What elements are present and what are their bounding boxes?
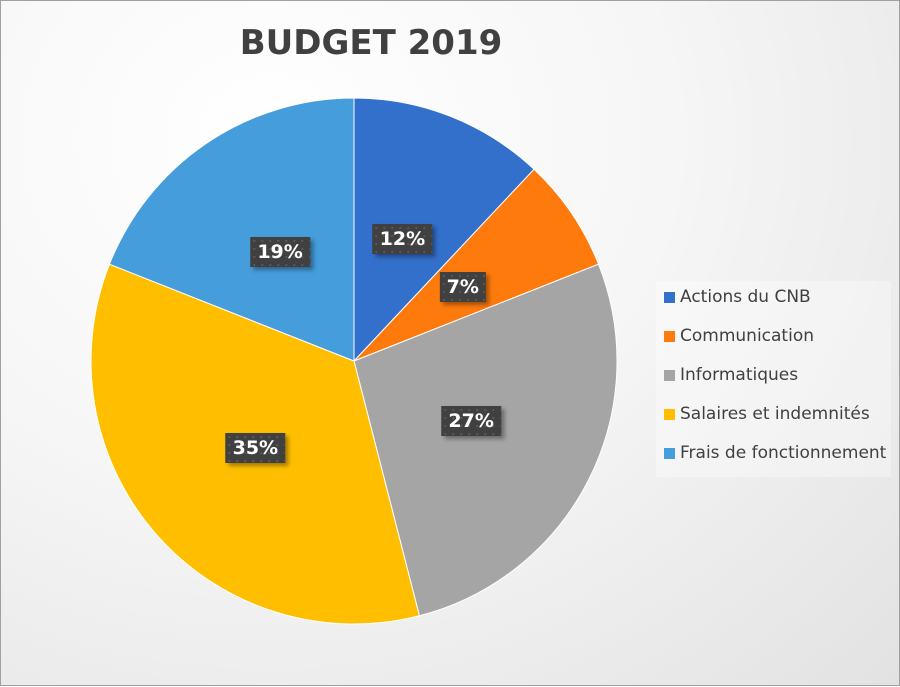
legend-swatch [664,291,675,303]
legend: Actions du CNB Communication Informatiques… [656,281,891,477]
pie-slice-1 [353,168,600,362]
legend-item: Frais de fonctionnement [664,443,886,463]
data-label: 35% [225,432,286,463]
legend-swatch [664,447,675,459]
legend-label: Informatiques [680,365,799,385]
pie-slice-0 [353,97,535,363]
legend-item: Salaires et indemnités [664,404,870,424]
legend-swatch [664,408,675,420]
data-label: 12% [372,223,433,254]
legend-label: Frais de fonctionnement [680,443,887,463]
legend-item: Informatiques [664,365,798,385]
pie-slice-4 [108,97,355,362]
legend-label: Communication [680,326,814,346]
chart-title: BUDGET 2019 [239,23,503,63]
data-label: 19% [250,237,310,268]
legend-item: Communication [664,326,814,346]
legend-swatch [664,369,675,381]
legend-label: Salaires et indemnités [680,404,870,424]
pie-slice-2 [353,263,618,617]
legend-swatch [664,330,675,342]
data-label: 7% [439,272,486,303]
legend-label: Actions du CNB [680,287,811,307]
legend-item: Actions du CNB [664,287,811,307]
data-label: 27% [441,405,501,436]
